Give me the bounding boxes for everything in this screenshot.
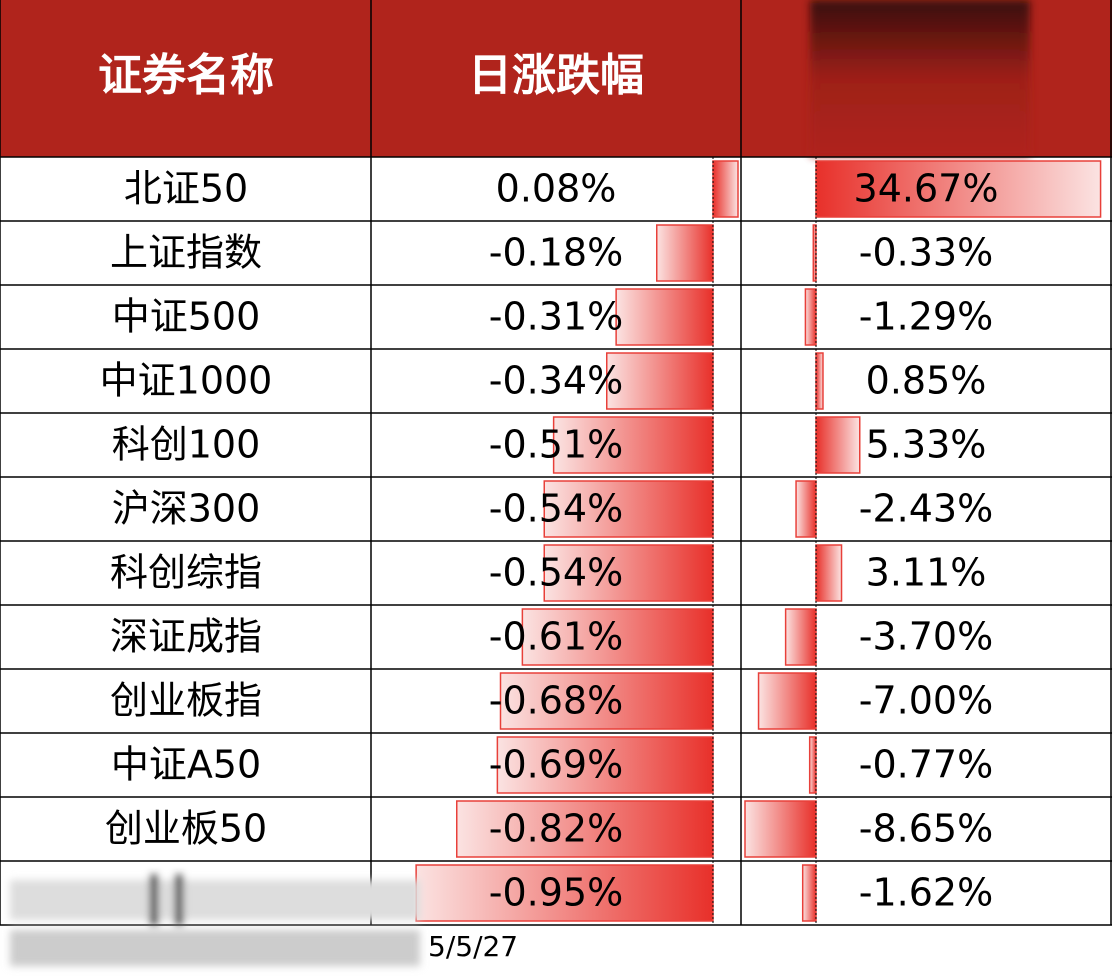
name-cell: 创业板50	[105, 807, 267, 851]
value-cell: -0.82%	[489, 807, 623, 851]
data-bar	[744, 800, 817, 858]
data-bar	[712, 160, 739, 218]
data-bar	[795, 480, 817, 538]
data-bar	[415, 864, 714, 922]
data-bar	[815, 544, 843, 602]
value-cell: -0.51%	[489, 423, 623, 467]
data-bar	[606, 352, 714, 410]
value-cell: -0.33%	[859, 231, 993, 275]
data-bar	[552, 416, 714, 474]
name-cell: 科创100	[112, 423, 261, 467]
value-cell: 0.85%	[866, 359, 987, 403]
value-cell: 0.08%	[496, 167, 617, 211]
data-bar	[784, 608, 817, 666]
data-bar	[815, 416, 861, 474]
name-cell: 中证A50	[111, 743, 261, 787]
value-cell: -1.62%	[859, 871, 993, 915]
name-cell: 创业板指	[110, 679, 262, 723]
value-cell: -0.31%	[489, 295, 623, 339]
name-cell: 沪深300	[112, 487, 261, 531]
value-cell: -2.43%	[859, 487, 993, 531]
data-bar	[656, 224, 714, 282]
value-cell: -0.77%	[859, 743, 993, 787]
data-bar	[543, 544, 714, 602]
value-cell: -0.54%	[489, 487, 623, 531]
footer-date: 5/5/27	[428, 930, 518, 963]
data-bar	[456, 800, 714, 858]
name-cell: 科创综指	[110, 551, 262, 595]
data-bar	[815, 352, 824, 410]
data-bar	[804, 288, 817, 346]
value-cell: -0.61%	[489, 615, 623, 659]
header-cell: 证券名称	[98, 50, 274, 101]
value-cell: -8.65%	[859, 807, 993, 851]
data-bar	[543, 480, 714, 538]
data-bar	[496, 736, 714, 794]
value-cell: -0.69%	[489, 743, 623, 787]
data-bar	[815, 160, 1102, 218]
data-bar	[499, 672, 714, 730]
table-body: 北证50 0.08% 34.67% 上证指数 -0.18% -0.33% 中证500 -0.3…	[0, 0, 1112, 926]
name-cell: 深证成指	[110, 615, 262, 659]
value-cell: -7.00%	[859, 679, 993, 723]
value-cell: -0.34%	[489, 359, 623, 403]
data-bar	[757, 672, 817, 730]
name-cell: 上证指数	[110, 231, 262, 275]
name-cell: 中证1000	[100, 359, 273, 403]
value-cell: -0.95%	[489, 871, 623, 915]
footer-blur	[10, 875, 420, 966]
data-bar	[801, 864, 817, 922]
value-cell: -1.29%	[859, 295, 993, 339]
data-bar	[615, 288, 714, 346]
value-cell: -0.54%	[489, 551, 623, 595]
value-cell: 34.67%	[854, 167, 999, 211]
value-cell: 3.11%	[866, 551, 987, 595]
header-blur	[810, 0, 1030, 157]
data-bar	[521, 608, 714, 666]
value-cell: -0.18%	[489, 231, 623, 275]
header-cell: 日涨跌幅	[468, 50, 644, 101]
value-cell: -3.70%	[859, 615, 993, 659]
value-cell: 5.33%	[866, 423, 987, 467]
value-cell: -0.68%	[489, 679, 623, 723]
data-bar	[808, 736, 817, 794]
name-cell: 中证500	[112, 295, 261, 339]
name-cell: 北证50	[124, 167, 248, 211]
